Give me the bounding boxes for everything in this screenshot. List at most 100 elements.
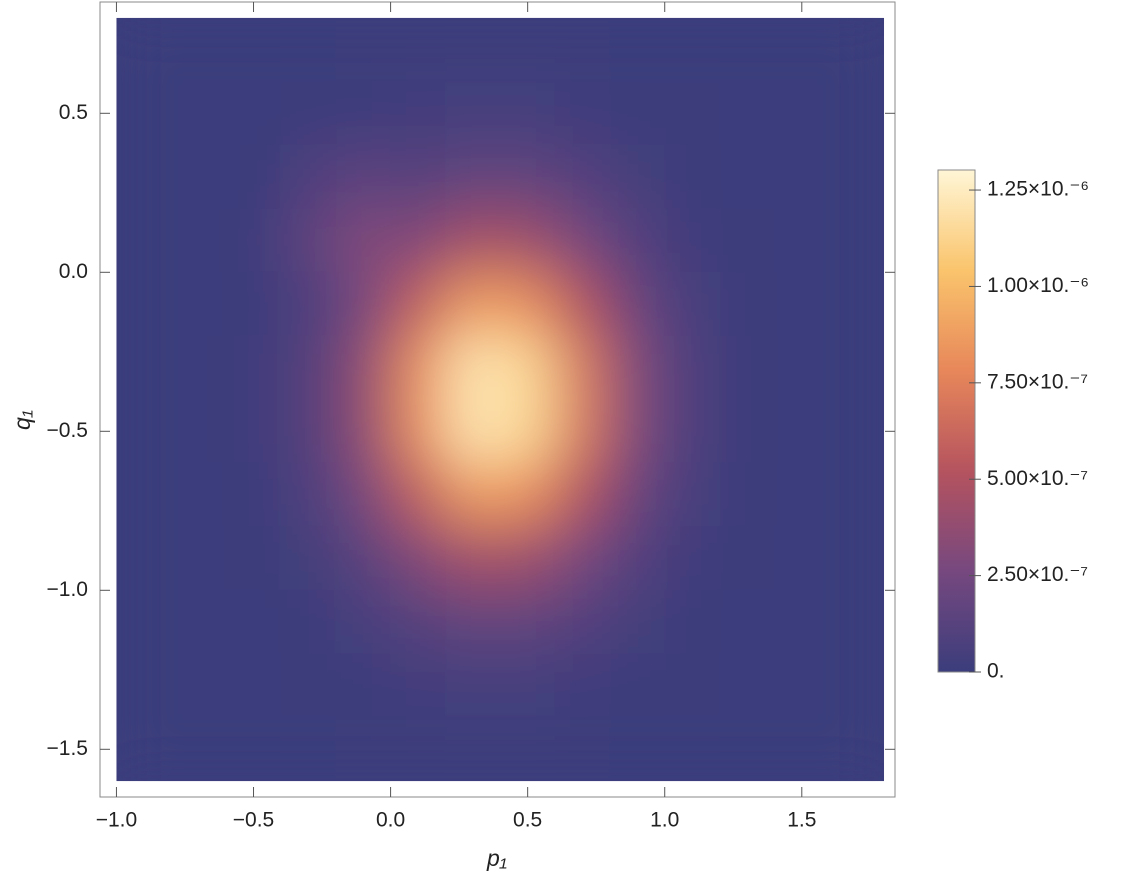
- heatmap-cell: [773, 653, 830, 718]
- x-tick-label: −1.0: [96, 809, 137, 832]
- heatmap-cell: [773, 399, 830, 464]
- heatmap-cell: [828, 81, 885, 146]
- heatmap-cell: [773, 17, 830, 82]
- heatmap-cell: [664, 526, 721, 591]
- heatmap-cell: [170, 717, 227, 782]
- heatmap-cell: [828, 17, 885, 82]
- heatmap-cell: [444, 335, 501, 400]
- heatmap-cell: [280, 17, 337, 82]
- heatmap-cells: [116, 17, 885, 782]
- heatmap-cell: [554, 462, 611, 528]
- heatmap-cell: [170, 462, 227, 528]
- colorbar-tick-label: 2.50×10.⁻⁷: [987, 563, 1088, 586]
- heatmap-cell: [335, 399, 392, 464]
- heatmap-cell: [390, 17, 446, 82]
- heatmap-cell: [773, 271, 830, 337]
- heatmap-cell: [170, 271, 227, 337]
- heatmap-cell: [499, 81, 556, 146]
- heatmap-cell: [773, 144, 830, 210]
- heatmap-cell: [664, 589, 721, 655]
- heatmap-cell: [225, 717, 282, 782]
- heatmap-cell: [280, 144, 337, 210]
- heatmap-cell: [280, 462, 337, 528]
- heatmap-cell: [225, 526, 282, 591]
- heatmap-cell: [116, 17, 172, 82]
- heatmap-cell: [390, 399, 446, 464]
- heatmap-cell: [719, 17, 775, 82]
- heatmap-cell: [609, 144, 666, 210]
- heatmap-cell: [116, 208, 172, 273]
- heatmap-cell: [225, 144, 282, 210]
- heatmap-cell: [225, 17, 282, 82]
- heatmap-cell: [116, 335, 172, 400]
- heatmap-cell: [828, 335, 885, 400]
- heatmap-cell: [773, 717, 830, 782]
- heatmap-cell: [499, 717, 556, 782]
- heatmap-cell: [609, 399, 666, 464]
- heatmap-cell: [554, 589, 611, 655]
- heatmap-cell: [828, 271, 885, 337]
- heatmap-cell: [444, 208, 501, 273]
- heatmap-cell: [828, 399, 885, 464]
- heatmap-cell: [554, 271, 611, 337]
- heatmap-cell: [335, 81, 392, 146]
- heatmap-cell: [390, 526, 446, 591]
- heatmap-cell: [664, 335, 721, 400]
- heatmap-cell: [664, 144, 721, 210]
- heatmap-cell: [390, 144, 446, 210]
- heatmap-cell: [719, 399, 775, 464]
- heatmap-cell: [719, 208, 775, 273]
- heatmap-cell: [609, 462, 666, 528]
- x-tick-label: −0.5: [233, 809, 274, 832]
- heatmap-cell: [719, 271, 775, 337]
- heatmap-cell: [444, 526, 501, 591]
- heatmap-cell: [773, 81, 830, 146]
- heatmap-cell: [116, 462, 172, 528]
- heatmap-cell: [609, 653, 666, 718]
- heatmap-cell: [335, 462, 392, 528]
- heatmap-cell: [225, 81, 282, 146]
- heatmap-cell: [609, 717, 666, 782]
- heatmap-cell: [719, 526, 775, 591]
- heatmap: [116, 17, 885, 782]
- heatmap-cell: [444, 399, 501, 464]
- heatmap-cell: [335, 335, 392, 400]
- heatmap-cell: [499, 589, 556, 655]
- heatmap-cell: [225, 462, 282, 528]
- heatmap-cell: [609, 526, 666, 591]
- heatmap-cell: [554, 144, 611, 210]
- heatmap-cell: [664, 17, 721, 82]
- heatmap-cell: [664, 208, 721, 273]
- heatmap-cell: [116, 144, 172, 210]
- heatmap-cell: [499, 271, 556, 337]
- heatmap-cell: [499, 653, 556, 718]
- heatmap-cell: [664, 462, 721, 528]
- heatmap-cell: [609, 81, 666, 146]
- y-tick-label: −1.0: [47, 578, 88, 601]
- heatmap-cell: [719, 335, 775, 400]
- heatmap-cell: [609, 208, 666, 273]
- heatmap-cell: [719, 653, 775, 718]
- heatmap-cell: [170, 17, 227, 82]
- heatmap-cell: [335, 526, 392, 591]
- heatmap-cell: [225, 399, 282, 464]
- y-tick-label: −1.5: [47, 737, 88, 760]
- heatmap-cell: [444, 81, 501, 146]
- y-tick-label: 0.5: [59, 101, 88, 124]
- heatmap-cell: [609, 589, 666, 655]
- heatmap-cell: [280, 717, 337, 782]
- x-tick-label: 1.5: [787, 809, 816, 832]
- heatmap-cell: [444, 144, 501, 210]
- heatmap-cell: [828, 208, 885, 273]
- heatmap-cell: [773, 208, 830, 273]
- heatmap-cell: [719, 81, 775, 146]
- heatmap-cell: [280, 271, 337, 337]
- heatmap-cell: [664, 717, 721, 782]
- heatmap-cell: [225, 589, 282, 655]
- heatmap-cell: [664, 399, 721, 464]
- heatmap-cell: [554, 526, 611, 591]
- heatmap-cell: [554, 81, 611, 146]
- heatmap-cell: [773, 335, 830, 400]
- colorbar-tick-label: 0.: [987, 660, 1005, 683]
- x-axis-label: p₁: [486, 845, 507, 871]
